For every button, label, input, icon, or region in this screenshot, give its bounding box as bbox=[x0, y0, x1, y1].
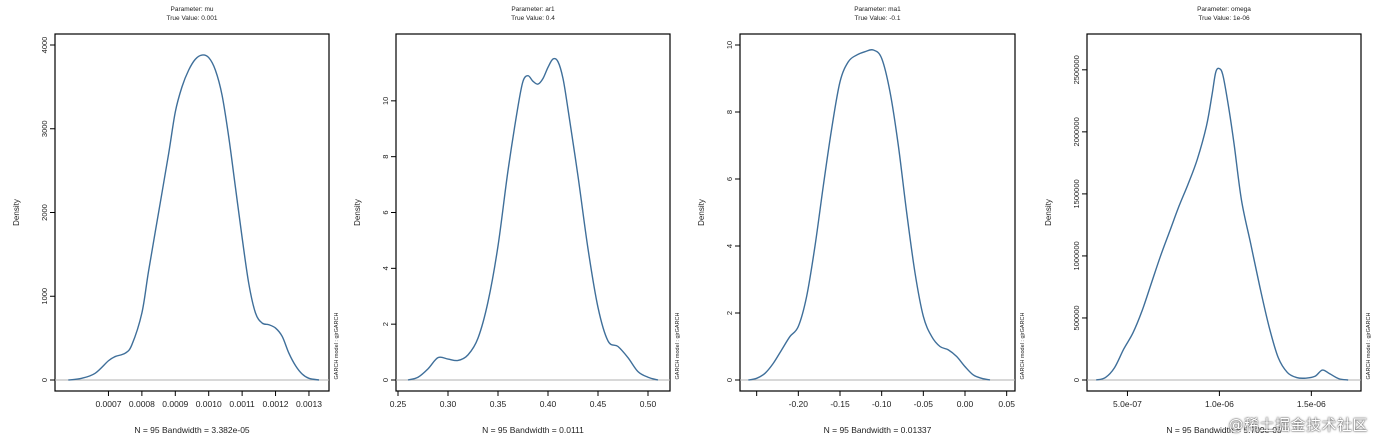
x-axis-label: N = 95 Bandwidth = 5.709e-08 bbox=[1166, 425, 1282, 435]
x-tick-label: 0.0008 bbox=[129, 399, 155, 409]
y-axis-label: Density bbox=[353, 199, 362, 226]
chart-panel-3: Parameter: ma1 True Value: -0.1 -0.20 -0.15… bbox=[697, 6, 1026, 435]
chart-panel-4: Parameter: omega True Value: 1e-06 5.0e-07… bbox=[1044, 6, 1372, 435]
y-tick-label: 8 bbox=[381, 155, 390, 159]
chart-title: Parameter: mu bbox=[171, 6, 214, 13]
y-axis-label: Density bbox=[12, 199, 21, 226]
side-note: GARCH model : gjrGARCH bbox=[1366, 313, 1372, 380]
x-tick-label: -0.20 bbox=[789, 399, 809, 409]
chart-title: Parameter: ar1 bbox=[511, 6, 555, 13]
y-tick-label: 2000000 bbox=[1072, 117, 1081, 146]
x-tick-label: 1.5e-06 bbox=[1297, 399, 1326, 409]
x-axis-label: N = 95 Bandwidth = 0.0111 bbox=[482, 425, 584, 435]
side-note: GARCH model : gjrGARCH bbox=[675, 313, 681, 380]
y-tick-label: 10 bbox=[381, 97, 390, 105]
x-tick-label: 0.0011 bbox=[229, 399, 255, 409]
x-tick-label: 5.0e-07 bbox=[1113, 399, 1142, 409]
chart-subtitle: True Value: -0.1 bbox=[855, 15, 901, 22]
y-tick-label: 0 bbox=[40, 378, 49, 382]
x-tick-label: 0.0007 bbox=[95, 399, 121, 409]
x-tick-label: 0.35 bbox=[490, 399, 507, 409]
x-axis-label: N = 95 Bandwidth = 0.01337 bbox=[824, 425, 932, 435]
density-line bbox=[1096, 67, 1349, 381]
chart-title: Parameter: ma1 bbox=[854, 6, 901, 13]
y-tick-label: 10 bbox=[725, 41, 734, 49]
y-axis-label: Density bbox=[697, 199, 706, 226]
x-tick-label: 0.50 bbox=[640, 399, 657, 409]
y-tick-label: 2 bbox=[725, 311, 734, 315]
y-tick-label: 1000000 bbox=[1072, 241, 1081, 270]
density-line bbox=[748, 48, 991, 381]
x-tick-label: 0.30 bbox=[440, 399, 457, 409]
y-tick-label: 2000 bbox=[40, 204, 49, 221]
y-tick-label: 0 bbox=[1072, 378, 1081, 382]
chart-panel-2: Parameter: ar1 True Value: 0.4 0.25 0.30 0.3… bbox=[353, 6, 681, 435]
plot-frame bbox=[395, 33, 671, 392]
y-tick-label: 0 bbox=[725, 378, 734, 382]
x-tick-label: 0.40 bbox=[540, 399, 557, 409]
density-line bbox=[68, 54, 320, 381]
plot-frame bbox=[1086, 33, 1362, 392]
x-tick-label: -0.05 bbox=[914, 399, 934, 409]
x-tick-label: 0.45 bbox=[590, 399, 607, 409]
y-tick-label: 6 bbox=[381, 210, 390, 214]
x-tick-label: 0.0009 bbox=[162, 399, 188, 409]
y-tick-label: 1500000 bbox=[1072, 179, 1081, 208]
chart-panel-1: Parameter: mu True Value: 0.001 0.0007 0.00… bbox=[12, 6, 340, 435]
plot-frame bbox=[54, 33, 330, 392]
y-tick-label: 2500000 bbox=[1072, 55, 1081, 84]
y-tick-label: 2 bbox=[381, 322, 390, 326]
y-tick-label: 8 bbox=[725, 110, 734, 114]
chart-subtitle: True Value: 1e-06 bbox=[1198, 15, 1250, 22]
x-tick-label: 0.25 bbox=[390, 399, 407, 409]
y-axis-label: Density bbox=[1044, 199, 1053, 226]
x-tick-label: 0.00 bbox=[957, 399, 974, 409]
x-tick-label: -0.15 bbox=[830, 399, 850, 409]
x-axis-label: N = 95 Bandwidth = 3.382e-05 bbox=[134, 425, 250, 435]
watermark: @稀土掘金技术社区 bbox=[1228, 416, 1368, 434]
y-tick-label: 4 bbox=[725, 244, 734, 248]
chart-subtitle: True Value: 0.4 bbox=[511, 15, 555, 22]
y-tick-label: 4000 bbox=[40, 37, 49, 54]
side-note: GARCH model : gjrGARCH bbox=[1020, 313, 1026, 380]
chart-title: Parameter: omega bbox=[1197, 6, 1251, 13]
x-tick-label: -0.10 bbox=[872, 399, 892, 409]
x-tick-label: 0.0013 bbox=[296, 399, 322, 409]
x-tick-label: 0.05 bbox=[998, 399, 1015, 409]
y-tick-label: 4 bbox=[381, 266, 390, 270]
y-tick-label: 1000 bbox=[40, 288, 49, 305]
y-tick-label: 500000 bbox=[1072, 305, 1081, 330]
density-line bbox=[407, 57, 659, 381]
x-tick-label: 0.0010 bbox=[196, 399, 222, 409]
x-tick-label: 1.0e-06 bbox=[1205, 399, 1234, 409]
y-tick-label: 0 bbox=[381, 378, 390, 382]
x-tick-label: 0.0012 bbox=[263, 399, 289, 409]
chart-subtitle: True Value: 0.001 bbox=[167, 15, 218, 22]
side-note: GARCH model : gjrGARCH bbox=[334, 313, 340, 380]
plot-frame bbox=[739, 33, 1016, 392]
y-tick-label: 6 bbox=[725, 177, 734, 181]
y-tick-label: 3000 bbox=[40, 120, 49, 137]
